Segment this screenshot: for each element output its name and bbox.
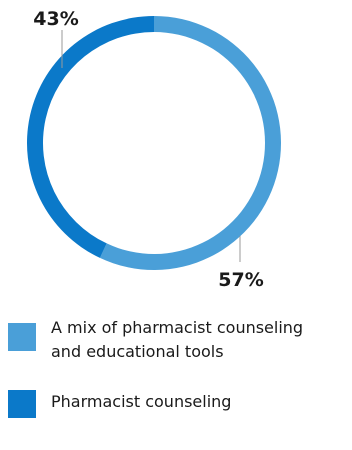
legend-label-counseling: Pharmacist counseling <box>51 390 231 414</box>
percent-labels: 57% 43% <box>33 8 263 291</box>
legend-item-mix: A mix of pharmacist counseling and educa… <box>8 316 348 364</box>
donut-slices <box>27 15 282 270</box>
legend-label-mix-line2: and educational tools <box>51 342 224 361</box>
donut-chart: 57% 43% <box>27 8 282 291</box>
leader-lines <box>61 30 241 262</box>
donut-slice-1 <box>27 15 155 258</box>
legend-label-mix-line1: A mix of pharmacist counseling <box>51 318 304 337</box>
legend-swatch-counseling <box>8 390 36 418</box>
percent-label-1: 43% <box>33 8 78 30</box>
legend-label-counseling-line1: Pharmacist counseling <box>51 392 232 411</box>
legend: A mix of pharmacist counseling and educa… <box>8 316 348 418</box>
percent-label-0: 57% <box>218 269 263 291</box>
donut-slice-0 <box>99 16 282 270</box>
legend-label-mix: A mix of pharmacist counseling and educa… <box>51 316 303 364</box>
legend-item-counseling: Pharmacist counseling <box>8 390 348 418</box>
legend-swatch-mix <box>8 323 36 351</box>
